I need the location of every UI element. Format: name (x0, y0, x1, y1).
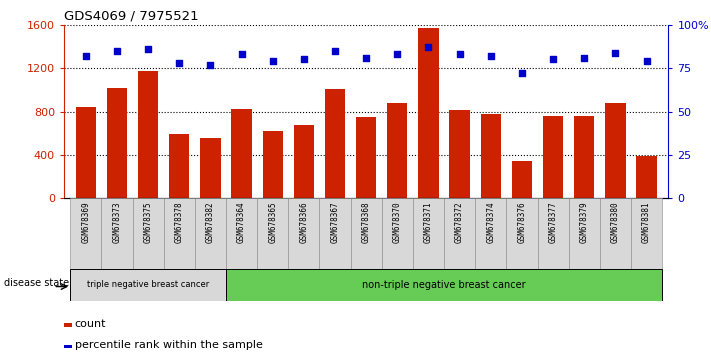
Bar (102, 198, 132, 269)
Bar (475, 198, 506, 269)
Point (205, 62, 216, 68)
Bar (506, 198, 538, 269)
Bar (132, 198, 164, 269)
Bar (512, 161, 532, 198)
Bar (232, 109, 252, 198)
Text: disease state: disease state (4, 278, 69, 289)
Text: GSM678368: GSM678368 (362, 202, 370, 244)
Bar (418, 28, 439, 198)
Bar (631, 198, 662, 269)
Text: GSM678365: GSM678365 (268, 202, 277, 244)
Text: GDS4069 / 7975521: GDS4069 / 7975521 (64, 9, 198, 22)
Bar (70, 269, 226, 301)
Bar (413, 198, 444, 269)
Point (641, 58, 652, 64)
Text: GSM678370: GSM678370 (392, 202, 402, 244)
Text: GSM678375: GSM678375 (144, 202, 153, 244)
Text: GSM678380: GSM678380 (611, 202, 620, 244)
Bar (569, 198, 600, 269)
Point (360, 55, 372, 61)
Bar (75, 107, 96, 198)
Point (267, 58, 279, 64)
Bar (138, 72, 159, 198)
Bar (444, 198, 475, 269)
Text: GSM678382: GSM678382 (206, 202, 215, 244)
Text: GSM678374: GSM678374 (486, 202, 496, 244)
Bar (600, 198, 631, 269)
Point (142, 46, 154, 52)
Bar (195, 198, 226, 269)
Bar (201, 138, 220, 198)
Text: GSM678381: GSM678381 (642, 202, 651, 244)
Bar (294, 125, 314, 198)
Point (516, 70, 528, 76)
Bar (356, 117, 376, 198)
Point (329, 48, 341, 53)
Bar (257, 198, 288, 269)
Text: percentile rank within the sample: percentile rank within the sample (75, 340, 262, 350)
Point (454, 51, 465, 57)
Text: GSM678378: GSM678378 (175, 202, 183, 244)
Bar (226, 198, 257, 269)
Bar (543, 116, 563, 198)
Bar (64, 344, 72, 348)
Bar (538, 198, 569, 269)
Text: GSM678366: GSM678366 (299, 202, 309, 244)
Bar (288, 198, 319, 269)
Point (236, 51, 247, 57)
Bar (64, 324, 72, 327)
Text: triple negative breast cancer: triple negative breast cancer (87, 280, 209, 290)
Text: GSM678376: GSM678376 (518, 202, 526, 244)
Bar (481, 114, 501, 198)
Bar (449, 110, 470, 198)
Point (485, 53, 496, 59)
Point (173, 60, 185, 66)
Bar (319, 198, 351, 269)
Bar (636, 156, 657, 198)
Bar (107, 88, 127, 198)
Point (111, 48, 122, 53)
Text: GSM678364: GSM678364 (237, 202, 246, 244)
Text: GSM678373: GSM678373 (112, 202, 122, 244)
Bar (70, 198, 102, 269)
Text: GSM678371: GSM678371 (424, 202, 433, 244)
Text: GSM678379: GSM678379 (579, 202, 589, 244)
Text: GSM678372: GSM678372 (455, 202, 464, 244)
Bar (605, 103, 626, 198)
Text: GSM678369: GSM678369 (81, 202, 90, 244)
Bar (325, 89, 345, 198)
Bar (574, 116, 594, 198)
Text: non-triple negative breast cancer: non-triple negative breast cancer (362, 280, 526, 290)
Bar (164, 198, 195, 269)
Point (298, 57, 309, 62)
Bar (226, 269, 662, 301)
Bar (169, 134, 189, 198)
Point (547, 57, 559, 62)
Point (423, 45, 434, 50)
Text: count: count (75, 319, 106, 329)
Bar (387, 103, 407, 198)
Bar (351, 198, 382, 269)
Text: GSM678367: GSM678367 (331, 202, 340, 244)
Text: GSM678377: GSM678377 (549, 202, 557, 244)
Point (610, 50, 621, 55)
Bar (262, 131, 283, 198)
Bar (382, 198, 413, 269)
Point (80, 53, 92, 59)
Point (579, 55, 590, 61)
Point (392, 51, 403, 57)
